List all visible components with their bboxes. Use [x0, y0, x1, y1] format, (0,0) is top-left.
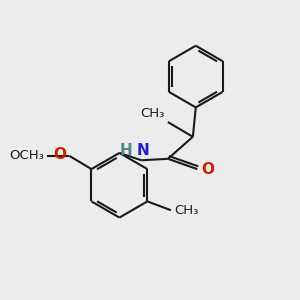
- Text: O: O: [53, 147, 66, 162]
- Text: H: H: [120, 143, 133, 158]
- Text: CH₃: CH₃: [141, 107, 165, 120]
- Text: O: O: [202, 162, 215, 177]
- Text: CH₃: CH₃: [174, 204, 198, 217]
- Text: OCH₃: OCH₃: [9, 149, 44, 162]
- Text: N: N: [136, 143, 149, 158]
